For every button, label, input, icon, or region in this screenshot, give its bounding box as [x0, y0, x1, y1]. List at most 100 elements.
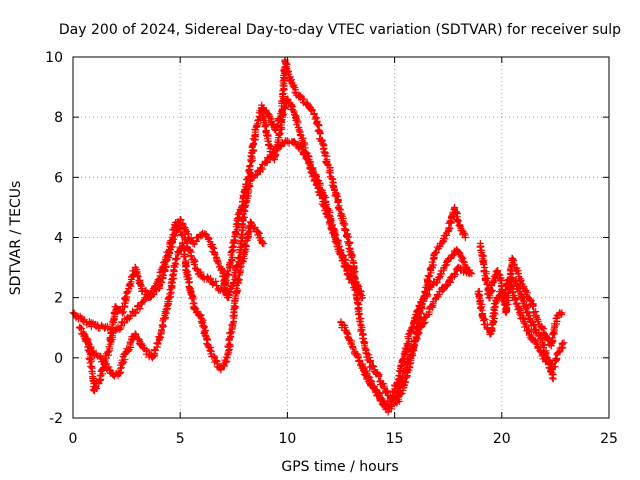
data-point — [193, 267, 201, 275]
data-point — [461, 234, 469, 241]
data-point-run — [113, 304, 124, 315]
data-point-run — [119, 285, 133, 317]
data-point-run — [181, 235, 195, 256]
data-point-run — [361, 344, 374, 371]
data-point-run — [112, 315, 129, 333]
data-point-run — [157, 295, 173, 338]
data-point — [97, 354, 105, 362]
data-point-run — [296, 131, 311, 157]
data-point — [260, 240, 268, 248]
data-point-run — [270, 125, 286, 164]
data-point-run — [306, 104, 318, 118]
data-point-run — [337, 319, 353, 342]
y-tick-label: 2 — [54, 291, 63, 307]
data-point — [558, 309, 566, 317]
data-point-run — [324, 160, 338, 192]
data-point-run — [531, 338, 545, 355]
data-point-run — [220, 264, 234, 296]
data-point-run — [231, 198, 247, 236]
data-point-run — [132, 265, 145, 290]
data-point-run — [156, 252, 172, 283]
data-point-run — [230, 266, 244, 316]
data-point-run — [197, 316, 212, 348]
data-point — [236, 264, 244, 272]
data-point-run — [346, 336, 362, 361]
data-point-run — [391, 378, 405, 405]
data-point — [549, 375, 557, 383]
data-point-run — [516, 275, 530, 294]
data-point-run — [125, 263, 139, 290]
data-point-run — [224, 311, 238, 359]
data-point-run — [373, 369, 388, 390]
data-point-run — [303, 150, 317, 173]
data-point-run — [403, 343, 417, 368]
x-axis-label: GPS time / hours — [281, 459, 398, 475]
data-point-run — [415, 292, 428, 312]
y-tick-label: 6 — [54, 170, 63, 186]
data-point-run — [176, 216, 190, 234]
plot-points — [69, 56, 568, 416]
data-point-run — [172, 219, 188, 239]
chart-title: Day 200 of 2024, Sidereal Day-to-day VTE… — [59, 22, 621, 38]
data-point-run — [529, 300, 542, 324]
data-point-run — [456, 221, 469, 239]
data-point-run — [309, 168, 324, 187]
data-point-run — [165, 256, 180, 301]
data-point-run — [439, 227, 453, 246]
data-point-run — [178, 242, 193, 283]
data-point-run — [316, 180, 330, 206]
data-point-run — [397, 359, 411, 386]
y-tick-label: 8 — [54, 110, 63, 126]
y-axis-label: SDTVAR / TECUs — [8, 181, 24, 296]
data-point-run — [239, 174, 253, 206]
data-point-run — [199, 229, 210, 240]
data-point-run — [486, 278, 496, 302]
data-point-run — [192, 305, 205, 320]
data-point-run — [532, 329, 546, 344]
data-point-run — [217, 353, 231, 373]
data-point — [425, 273, 433, 281]
data-point-run — [210, 248, 227, 276]
data-point-run — [474, 287, 487, 320]
data-point — [468, 270, 476, 278]
data-point — [560, 339, 568, 347]
y-tick-label: 4 — [54, 231, 63, 247]
data-point-run — [80, 316, 97, 330]
data-point-run — [124, 307, 140, 323]
data-point-run — [337, 211, 352, 240]
data-point-run — [70, 309, 87, 325]
data-point-run — [148, 333, 164, 361]
data-point-run — [292, 91, 305, 102]
data-point-run — [244, 131, 259, 181]
data-point-run — [547, 311, 561, 350]
data-point-run — [409, 306, 422, 333]
y-tick-label: -2 — [49, 411, 63, 427]
y-tick-label: 10 — [45, 50, 63, 66]
data-point-run — [123, 332, 139, 355]
data-point-run — [401, 325, 416, 355]
data-point-run — [513, 282, 526, 303]
data-point-run — [454, 247, 467, 264]
grid — [73, 57, 609, 418]
data-point-run — [423, 301, 437, 318]
data-point-run — [331, 186, 344, 214]
data-point-run — [318, 136, 332, 168]
data-point — [380, 384, 388, 392]
x-tick-label: 5 — [176, 431, 185, 447]
data-point — [112, 303, 120, 311]
data-point-run — [257, 104, 272, 143]
axis-ticks — [72, 56, 610, 419]
data-point — [408, 324, 416, 332]
data-point-run — [457, 264, 468, 276]
data-point-run — [290, 109, 304, 136]
data-point-run — [204, 235, 218, 256]
data-point-run — [105, 303, 120, 351]
data-point-run — [185, 278, 199, 313]
x-tick-label: 15 — [386, 431, 404, 447]
data-point-run — [545, 363, 557, 382]
x-tick-label: 20 — [493, 431, 511, 447]
data-point-run — [535, 321, 549, 339]
tick-labels: 0 5 10 15 20 25 -2 0 2 4 6 8 10 — [45, 50, 618, 447]
data-point-run — [254, 228, 267, 248]
